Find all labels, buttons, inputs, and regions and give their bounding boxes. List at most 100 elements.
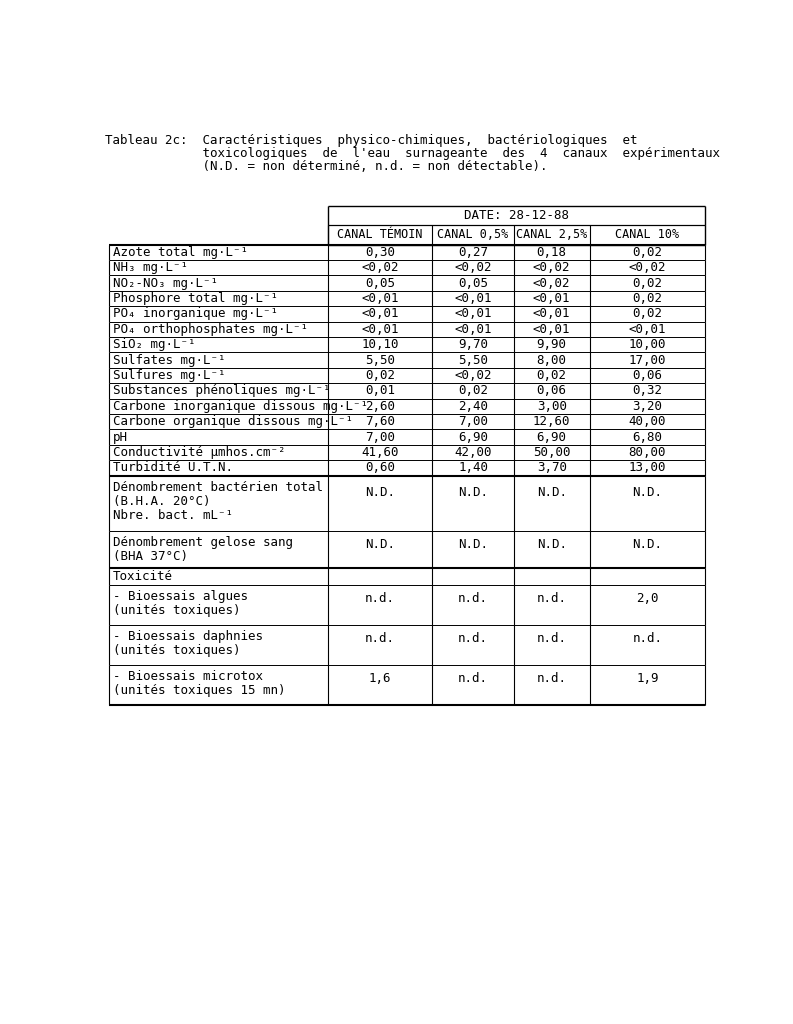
Text: 17,00: 17,00 <box>629 353 666 367</box>
Text: 0,02: 0,02 <box>633 307 662 321</box>
Text: <0,01: <0,01 <box>629 323 666 336</box>
Text: <0,02: <0,02 <box>454 369 492 382</box>
Text: (unités toxiques 15 mn): (unités toxiques 15 mn) <box>113 684 285 697</box>
Text: (unités toxiques): (unités toxiques) <box>113 644 240 657</box>
Text: pH: pH <box>113 430 128 443</box>
Text: 5,50: 5,50 <box>365 353 395 367</box>
Text: n.d.: n.d. <box>537 673 567 685</box>
Text: 10,00: 10,00 <box>629 338 666 351</box>
Text: 0,02: 0,02 <box>633 292 662 305</box>
Text: 0,06: 0,06 <box>537 384 567 397</box>
Text: <0,01: <0,01 <box>454 292 492 305</box>
Text: NO₂-NO₃ mg·L⁻¹: NO₂-NO₃ mg·L⁻¹ <box>113 276 218 290</box>
Text: Turbidité U.T.N.: Turbidité U.T.N. <box>113 462 233 474</box>
Text: N.D.: N.D. <box>537 486 567 499</box>
Text: 7,00: 7,00 <box>365 430 395 443</box>
Text: 5,50: 5,50 <box>458 353 488 367</box>
Text: Nbre. bact. mL⁻¹: Nbre. bact. mL⁻¹ <box>113 509 233 521</box>
Text: 3,20: 3,20 <box>633 399 662 413</box>
Text: n.d.: n.d. <box>458 632 488 645</box>
Text: n.d.: n.d. <box>365 632 395 645</box>
Text: 6,90: 6,90 <box>537 430 567 443</box>
Text: 0,18: 0,18 <box>537 246 567 259</box>
Text: SiO₂ mg·L⁻¹: SiO₂ mg·L⁻¹ <box>113 338 196 351</box>
Text: (unités toxiques): (unités toxiques) <box>113 604 240 617</box>
Text: <0,02: <0,02 <box>533 261 570 274</box>
Text: - Bioessais algues: - Bioessais algues <box>113 590 248 603</box>
Text: - Bioessais daphnies: - Bioessais daphnies <box>113 631 263 643</box>
Text: <0,01: <0,01 <box>533 292 570 305</box>
Text: N.D.: N.D. <box>365 486 395 499</box>
Text: Carbone inorganique dissous mg·L⁻¹: Carbone inorganique dissous mg·L⁻¹ <box>113 399 368 413</box>
Text: 0,02: 0,02 <box>458 384 488 397</box>
Text: Azote total mg·L⁻¹: Azote total mg·L⁻¹ <box>113 246 248 259</box>
Text: 0,32: 0,32 <box>633 384 662 397</box>
Text: <0,01: <0,01 <box>533 323 570 336</box>
Text: 12,60: 12,60 <box>533 415 570 428</box>
Text: 6,90: 6,90 <box>458 430 488 443</box>
Text: n.d.: n.d. <box>458 592 488 605</box>
Text: 0,06: 0,06 <box>633 369 662 382</box>
Text: 3,70: 3,70 <box>537 462 567 474</box>
Text: Sulfures mg·L⁻¹: Sulfures mg·L⁻¹ <box>113 369 225 382</box>
Text: 0,60: 0,60 <box>365 462 395 474</box>
Text: N.D.: N.D. <box>633 539 662 551</box>
Text: 7,00: 7,00 <box>458 415 488 428</box>
Text: n.d.: n.d. <box>537 632 567 645</box>
Text: 1,40: 1,40 <box>458 462 488 474</box>
Text: 1,6: 1,6 <box>369 673 391 685</box>
Text: 50,00: 50,00 <box>533 445 570 459</box>
Text: 6,80: 6,80 <box>633 430 662 443</box>
Text: NH₃ mg·L⁻¹: NH₃ mg·L⁻¹ <box>113 261 188 274</box>
Text: n.d.: n.d. <box>633 632 662 645</box>
Text: Sulfates mg·L⁻¹: Sulfates mg·L⁻¹ <box>113 353 225 367</box>
Text: <0,01: <0,01 <box>533 307 570 321</box>
Text: PO₄ orthophosphates mg·L⁻¹: PO₄ orthophosphates mg·L⁻¹ <box>113 323 308 336</box>
Text: 7,60: 7,60 <box>365 415 395 428</box>
Text: 0,05: 0,05 <box>365 276 395 290</box>
Text: Conductivité μmhos.cm⁻²: Conductivité μmhos.cm⁻² <box>113 445 285 459</box>
Text: Substances phénoliques mg·L⁻¹: Substances phénoliques mg·L⁻¹ <box>113 384 331 397</box>
Text: Tableau 2c:  Caractéristiques  physico-chimiques,  bactériologiques  et: Tableau 2c: Caractéristiques physico-chi… <box>105 134 638 146</box>
Text: N.D.: N.D. <box>458 539 488 551</box>
Text: n.d.: n.d. <box>365 592 395 605</box>
Text: CANAL 2,5%: CANAL 2,5% <box>516 228 588 241</box>
Text: toxicologiques  de  l'eau  surnageante  des  4  canaux  expérimentaux: toxicologiques de l'eau surnageante des … <box>105 146 720 160</box>
Text: <0,01: <0,01 <box>362 323 399 336</box>
Text: N.D.: N.D. <box>633 486 662 499</box>
Text: - Bioessais microtox: - Bioessais microtox <box>113 671 263 683</box>
Text: 9,90: 9,90 <box>537 338 567 351</box>
Text: (N.D. = non déterminé, n.d. = non détectable).: (N.D. = non déterminé, n.d. = non détect… <box>105 160 548 173</box>
Text: Phosphore total mg·L⁻¹: Phosphore total mg·L⁻¹ <box>113 292 278 305</box>
Text: <0,01: <0,01 <box>362 292 399 305</box>
Text: <0,02: <0,02 <box>362 261 399 274</box>
Text: <0,01: <0,01 <box>454 307 492 321</box>
Text: 0,02: 0,02 <box>633 276 662 290</box>
Text: N.D.: N.D. <box>458 486 488 499</box>
Text: CANAL TÉMOIN: CANAL TÉMOIN <box>337 228 423 241</box>
Text: Carbone organique dissous mg·L⁻¹: Carbone organique dissous mg·L⁻¹ <box>113 415 353 428</box>
Text: 13,00: 13,00 <box>629 462 666 474</box>
Text: 0,02: 0,02 <box>365 369 395 382</box>
Text: CANAL 10%: CANAL 10% <box>615 228 680 241</box>
Text: <0,01: <0,01 <box>362 307 399 321</box>
Text: 40,00: 40,00 <box>629 415 666 428</box>
Text: 80,00: 80,00 <box>629 445 666 459</box>
Text: <0,02: <0,02 <box>629 261 666 274</box>
Text: 8,00: 8,00 <box>537 353 567 367</box>
Text: 0,01: 0,01 <box>365 384 395 397</box>
Text: <0,02: <0,02 <box>533 276 570 290</box>
Text: 0,27: 0,27 <box>458 246 488 259</box>
Text: 2,0: 2,0 <box>636 592 659 605</box>
Text: 2,40: 2,40 <box>458 399 488 413</box>
Text: <0,02: <0,02 <box>454 261 492 274</box>
Text: 41,60: 41,60 <box>362 445 399 459</box>
Text: n.d.: n.d. <box>458 673 488 685</box>
Text: 3,00: 3,00 <box>537 399 567 413</box>
Text: <0,01: <0,01 <box>454 323 492 336</box>
Text: (B.H.A. 20°C): (B.H.A. 20°C) <box>113 495 211 508</box>
Text: 42,00: 42,00 <box>454 445 492 459</box>
Text: 0,02: 0,02 <box>633 246 662 259</box>
Text: Dénombrement bactérien total: Dénombrement bactérien total <box>113 481 323 494</box>
Text: DATE: 28-12-88: DATE: 28-12-88 <box>464 209 569 222</box>
